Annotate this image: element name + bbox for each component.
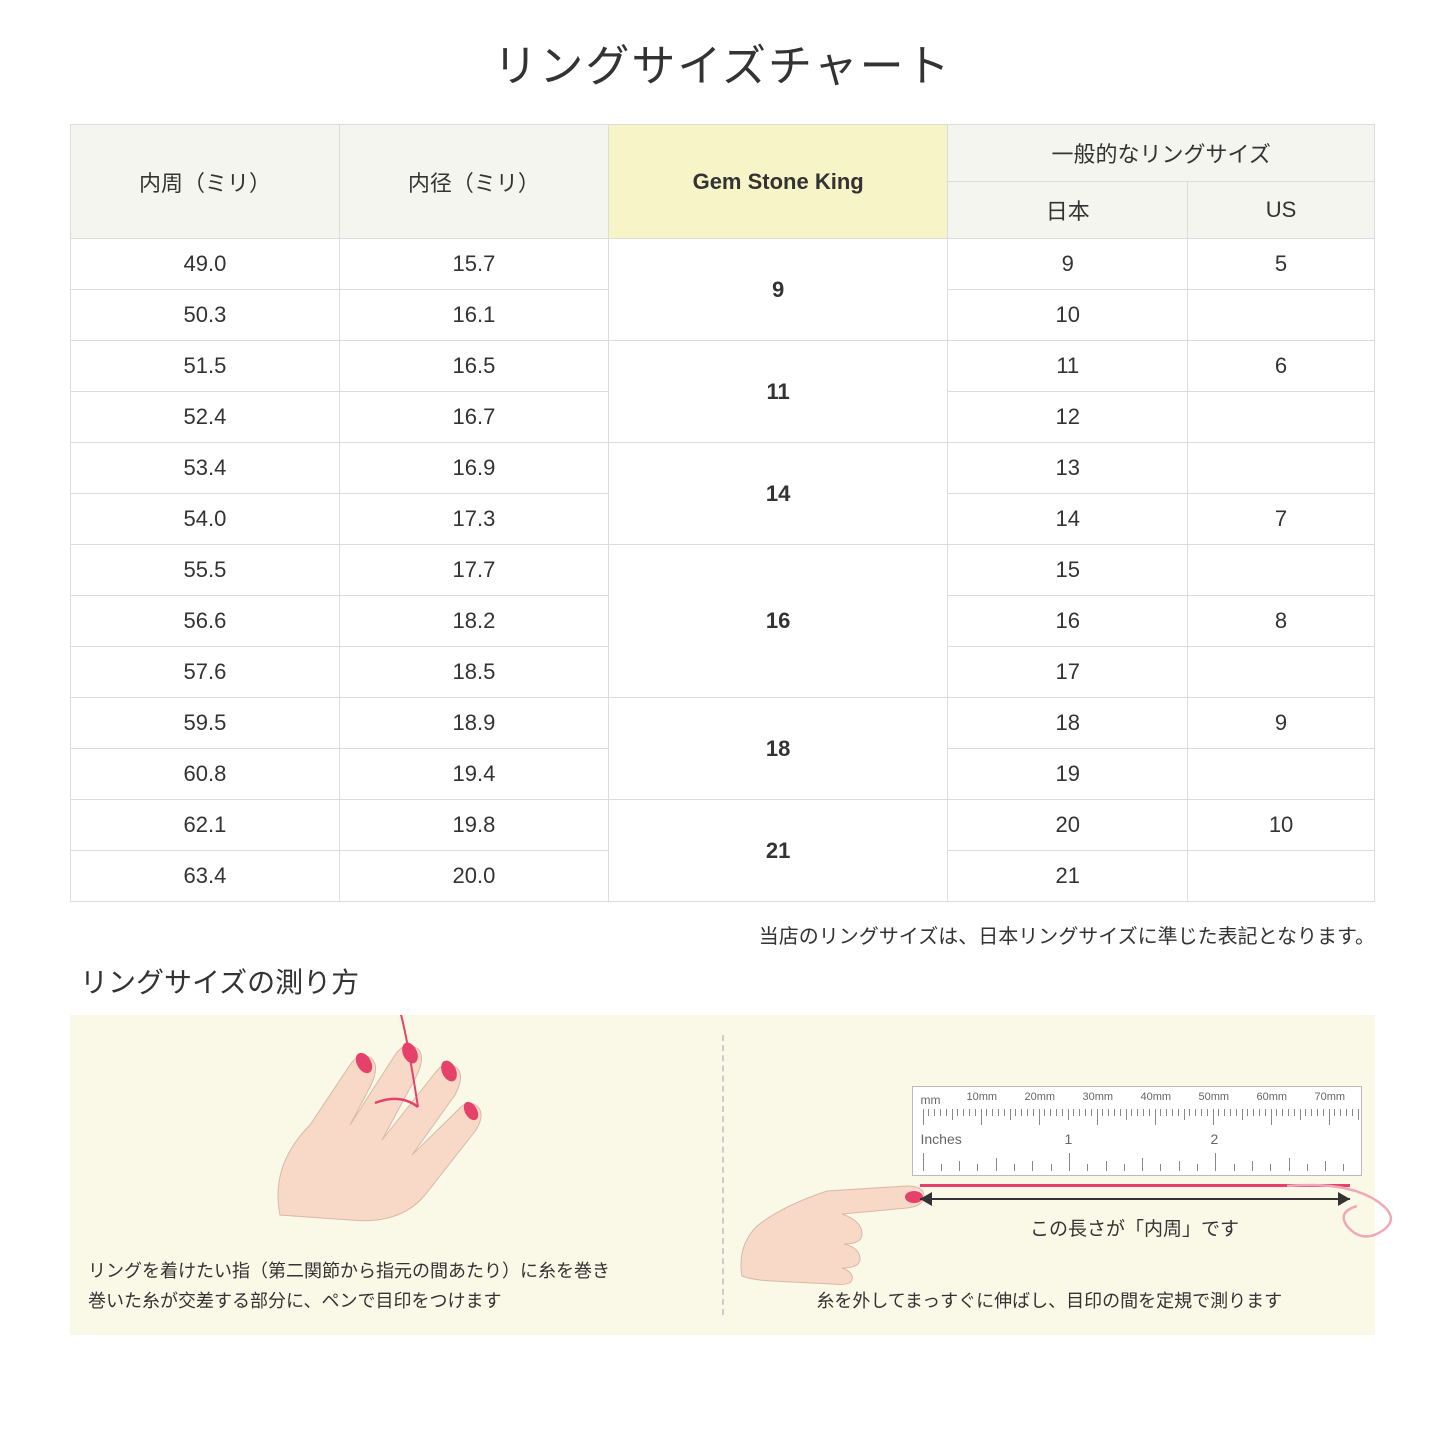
cell-circumference: 57.6 [71,647,340,698]
thread-line [920,1184,1350,1187]
page-title: リングサイズチャート [70,30,1375,94]
cell-japan: 10 [948,290,1188,341]
th-japan: 日本 [948,182,1188,239]
measure-step-2: mm Inches 10mm20mm30mm40mm50mm60mm70mm12… [724,1015,1376,1335]
cell-us: 5 [1188,239,1375,290]
cell-circumference: 55.5 [71,545,340,596]
cell-diameter: 19.8 [339,800,608,851]
cell-us [1188,647,1375,698]
cell-japan: 11 [948,341,1188,392]
cell-circumference: 56.6 [71,596,340,647]
cell-gsk: 14 [608,443,948,545]
cell-japan: 17 [948,647,1188,698]
ring-size-table: 内周（ミリ） 内径（ミリ） Gem Stone King 一般的なリングサイズ … [70,124,1375,902]
cell-us: 7 [1188,494,1375,545]
cell-circumference: 54.0 [71,494,340,545]
table-row: 51.516.511116 [71,341,1375,392]
cell-japan: 18 [948,698,1188,749]
th-gsk: Gem Stone King [608,125,948,239]
hand-with-thread-icon [220,1015,600,1235]
cell-circumference: 60.8 [71,749,340,800]
table-row: 55.517.71615 [71,545,1375,596]
table-row: 49.015.7995 [71,239,1375,290]
cell-diameter: 16.7 [339,392,608,443]
ruler-mm-mark: 30mm [1083,1091,1114,1103]
measure-panel: リングを着けたい指（第二関節から指元の間あたり）に糸を巻き巻いた糸が交差する部分… [70,1015,1375,1335]
measure-step-1: リングを着けたい指（第二関節から指元の間あたり）に糸を巻き巻いた糸が交差する部分… [70,1015,722,1335]
ruler-mm-mark: 50mm [1199,1091,1230,1103]
ruler-inch-mark: 2 [1211,1131,1219,1147]
cell-us: 8 [1188,596,1375,647]
step-1-caption: リングを着けたい指（第二関節から指元の間あたり）に糸を巻き巻いた糸が交差する部分… [88,1256,704,1317]
cell-us [1188,443,1375,494]
th-common: 一般的なリングサイズ [948,125,1375,182]
cell-diameter: 17.3 [339,494,608,545]
cell-gsk: 21 [608,800,948,902]
table-row: 53.416.91413 [71,443,1375,494]
cell-us: 10 [1188,800,1375,851]
cell-gsk: 18 [608,698,948,800]
cell-japan: 13 [948,443,1188,494]
cell-circumference: 50.3 [71,290,340,341]
th-us: US [1188,182,1375,239]
ruler-inch-mark: 1 [1065,1131,1073,1147]
cell-japan: 20 [948,800,1188,851]
cell-us [1188,545,1375,596]
th-diameter: 内径（ミリ） [339,125,608,239]
cell-us: 9 [1188,698,1375,749]
cell-diameter: 19.4 [339,749,608,800]
cell-circumference: 51.5 [71,341,340,392]
cell-diameter: 20.0 [339,851,608,902]
measurement-arrow [920,1198,1350,1200]
measure-title: リングサイズの測り方 [80,961,1375,1001]
cell-us [1188,290,1375,341]
cell-japan: 15 [948,545,1188,596]
cell-diameter: 16.9 [339,443,608,494]
ruler-mm-mark: 60mm [1257,1091,1288,1103]
cell-circumference: 49.0 [71,239,340,290]
cell-circumference: 59.5 [71,698,340,749]
cell-us: 6 [1188,341,1375,392]
cell-circumference: 62.1 [71,800,340,851]
cell-circumference: 53.4 [71,443,340,494]
cell-us [1188,392,1375,443]
th-circumference: 内周（ミリ） [71,125,340,239]
size-note: 当店のリングサイズは、日本リングサイズに準じた表記となります。 [70,920,1375,949]
cell-gsk: 16 [608,545,948,698]
table-row: 59.518.918189 [71,698,1375,749]
cell-japan: 12 [948,392,1188,443]
cell-diameter: 18.5 [339,647,608,698]
arrow-label: この長さが「内周」です [920,1214,1350,1241]
ruler-mm-mark: 40mm [1141,1091,1172,1103]
ruler-mm-mark: 10mm [967,1091,998,1103]
cell-gsk: 11 [608,341,948,443]
ruler-mm-mark: 70mm [1315,1091,1346,1103]
cell-circumference: 63.4 [71,851,340,902]
cell-diameter: 16.1 [339,290,608,341]
cell-japan: 16 [948,596,1188,647]
cell-diameter: 16.5 [339,341,608,392]
cell-japan: 9 [948,239,1188,290]
cell-diameter: 18.9 [339,698,608,749]
cell-diameter: 18.2 [339,596,608,647]
cell-us [1188,749,1375,800]
table-row: 62.119.8212010 [71,800,1375,851]
cell-circumference: 52.4 [71,392,340,443]
ruler-mm-mark: 20mm [1025,1091,1056,1103]
cell-japan: 19 [948,749,1188,800]
step-2-caption: 糸を外してまっすぐに伸ばし、目印の間を定規で測ります [742,1286,1358,1317]
cell-gsk: 9 [608,239,948,341]
cell-japan: 14 [948,494,1188,545]
cell-us [1188,851,1375,902]
cell-diameter: 15.7 [339,239,608,290]
cell-diameter: 17.7 [339,545,608,596]
hand-pointing-icon [732,1136,932,1286]
cell-japan: 21 [948,851,1188,902]
